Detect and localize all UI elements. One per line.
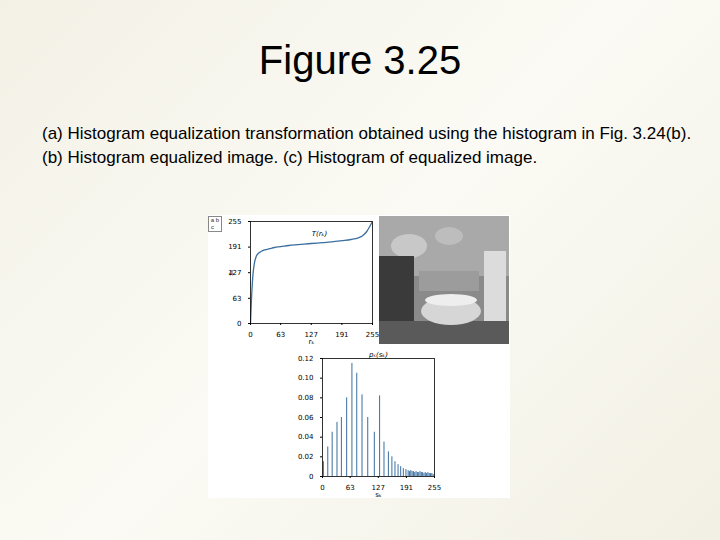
svg-text:0.12: 0.12 [298,355,314,363]
svg-text:0: 0 [309,473,313,481]
svg-text:sₖ: sₖ [227,269,235,276]
svg-text:191: 191 [228,243,241,251]
svg-text:191: 191 [400,484,413,492]
html-text:(a) Histogram equalization tra: (a) Histogram equalization transformatio… [42,124,692,167]
svg-text:0: 0 [320,484,324,492]
svg-text:0: 0 [248,331,252,339]
html-text:c: c [211,224,214,230]
svg-text:191: 191 [335,331,348,339]
svg-text:0.10: 0.10 [298,374,314,382]
svg-text:127: 127 [371,484,385,493]
svg-text:0.08: 0.08 [298,394,314,402]
svg-text:0: 0 [237,320,241,328]
svg-text:63: 63 [276,331,285,339]
svg-text:255: 255 [428,484,441,492]
svg-text:sₖ: sₖ [375,491,382,499]
svg-text:127: 127 [228,269,241,277]
svg-text:255: 255 [366,331,379,339]
svg-text:0.04: 0.04 [298,433,314,441]
svg-text:63: 63 [233,295,242,303]
svg-text:0.02: 0.02 [298,453,314,461]
html-text:Figure 3.25: Figure 3.25 [258,38,462,82]
html-text:a b: a b [210,217,220,223]
svg-text:63: 63 [346,484,355,492]
svg-text:rₖ: rₖ [309,338,315,346]
svg-text:T(rₖ): T(rₖ) [312,230,328,238]
svg-text:255: 255 [228,218,241,226]
svg-text:pₛ(sₖ): pₛ(sₖ) [368,351,388,359]
svg-text:127: 127 [304,331,318,340]
svg-text:0.06: 0.06 [298,414,314,422]
